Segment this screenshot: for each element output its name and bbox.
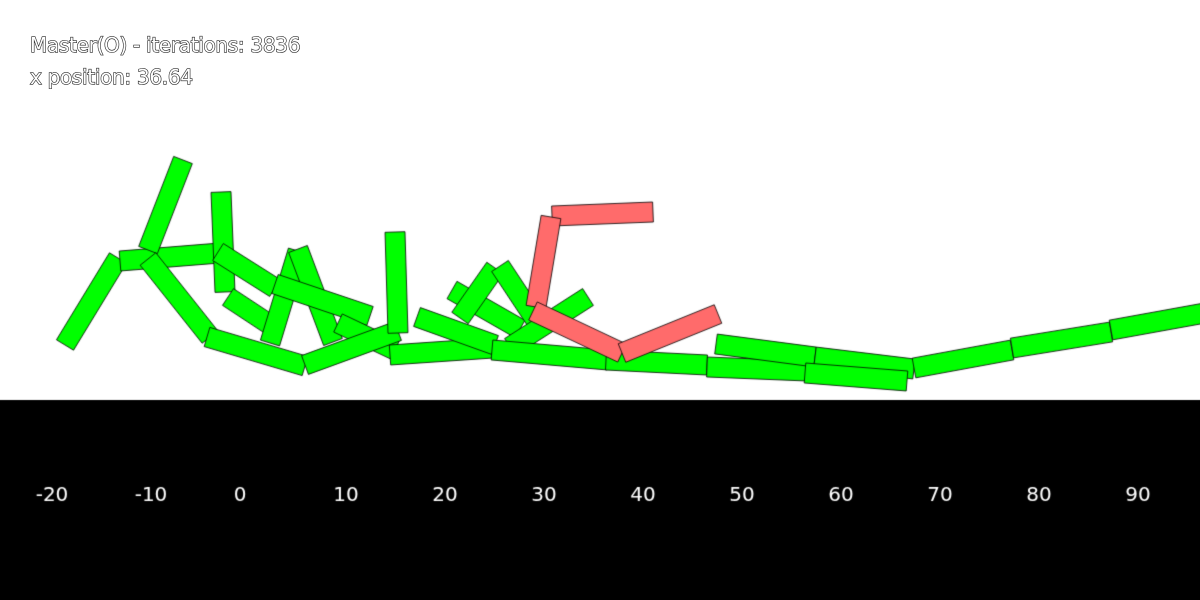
x-position-value: 36.64 [136, 64, 193, 89]
iterations-value: 3836 [250, 32, 301, 57]
x-position-readout: x position: 36.64 [29, 64, 193, 89]
colon: : [237, 32, 245, 57]
x-position-label: x position [29, 64, 125, 89]
iterations-label: iterations [145, 32, 238, 57]
separator: - [132, 32, 140, 57]
iterations-readout: Master(O) - iterations: 3836 [29, 32, 301, 57]
colon: : [124, 64, 132, 89]
agent-name: Master(O) [29, 32, 127, 57]
